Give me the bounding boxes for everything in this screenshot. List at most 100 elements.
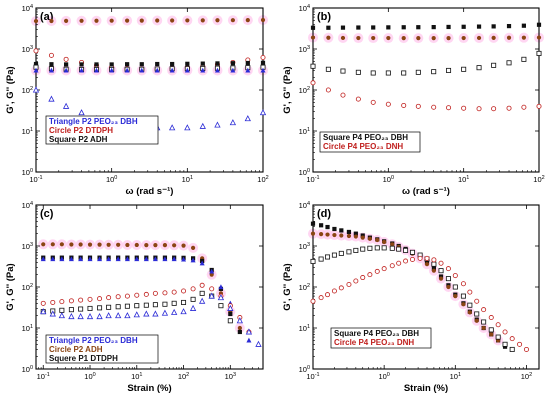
series-circle-filled [310, 35, 542, 41]
data-point [340, 25, 346, 30]
data-point [152, 290, 158, 296]
series-triangle-open [40, 292, 262, 347]
data-point [153, 243, 158, 248]
data-point [170, 61, 175, 67]
data-point [536, 50, 542, 56]
data-point [124, 312, 131, 319]
data-point [97, 296, 103, 302]
data-point [415, 103, 421, 109]
data-point [355, 69, 361, 75]
data-point [49, 310, 56, 317]
data-point [229, 119, 237, 126]
data-point [409, 249, 415, 255]
data-point [319, 223, 324, 228]
data-point [401, 70, 407, 76]
data-point [86, 313, 94, 320]
data-point [115, 294, 121, 300]
y-tick-label: 102 [22, 86, 33, 95]
data-point [143, 256, 149, 262]
data-point [431, 268, 436, 273]
data-point [181, 299, 187, 305]
data-point [134, 242, 139, 248]
data-point [228, 311, 233, 317]
data-point [143, 302, 149, 308]
data-point [381, 245, 387, 251]
data-point [48, 95, 55, 102]
data-point [506, 23, 512, 29]
data-point [356, 35, 361, 41]
data-point [386, 35, 391, 41]
data-point [431, 25, 436, 30]
data-point [340, 35, 346, 41]
y-tick-label: 100 [299, 168, 310, 177]
data-point [260, 67, 266, 73]
data-point [401, 25, 406, 30]
data-point [185, 18, 190, 23]
data-point [385, 70, 391, 76]
data-point [360, 235, 365, 240]
series-triangle-filled [33, 67, 266, 73]
data-point [467, 289, 473, 295]
data-point [481, 307, 487, 313]
data-point [185, 61, 190, 66]
data-point [218, 284, 224, 290]
data-point [227, 304, 234, 311]
legend-entry: Circle P2 DTDPH [49, 126, 113, 135]
data-point [78, 242, 83, 247]
data-point [208, 292, 215, 299]
data-point [199, 282, 205, 288]
legend-entry: Circle P2 ADH [49, 345, 103, 354]
data-point [171, 289, 177, 295]
data-point [460, 281, 466, 287]
data-point [452, 273, 458, 279]
series-circle-open [310, 255, 529, 352]
y-axis-label: G', G'' (Pa) [5, 263, 16, 310]
data-point [346, 229, 352, 235]
data-point [310, 258, 316, 264]
data-point [78, 109, 85, 116]
data-point [467, 310, 472, 315]
series-square-open [310, 245, 515, 352]
data-point [332, 232, 337, 238]
data-point [431, 69, 437, 75]
data-point [416, 25, 421, 30]
data-point [124, 256, 130, 262]
data-point [360, 275, 366, 281]
data-point [332, 226, 337, 232]
legend-entry: Square P4 PEO₂₃ DBH [323, 133, 408, 142]
data-point [180, 308, 187, 315]
data-point [64, 62, 69, 67]
data-point [171, 308, 178, 315]
data-point [162, 243, 168, 248]
data-point [353, 247, 359, 253]
data-point [162, 290, 168, 296]
data-point [181, 256, 187, 262]
data-point [370, 70, 376, 76]
data-point [199, 122, 206, 129]
data-point [199, 290, 205, 296]
data-point [230, 67, 236, 73]
y-axis-label: G', G'' (Pa) [282, 263, 293, 310]
legend-entry: Circle P4 PEO₂₃ DNH [334, 338, 414, 347]
data-point [79, 67, 85, 73]
panel-c: 10-1 100 101 102 103 100 101 102 103 104 Strain (%… [5, 201, 264, 394]
data-point [417, 255, 423, 261]
data-point [255, 340, 262, 347]
data-point [491, 106, 497, 112]
data-point [50, 242, 55, 247]
legend-entry: Square P2 ADH [49, 135, 108, 144]
data-point [106, 256, 112, 262]
data-point [33, 61, 39, 67]
series-square-filled [33, 60, 266, 67]
data-point [143, 310, 150, 317]
data-point [260, 17, 266, 23]
data-point [509, 336, 515, 342]
data-point [488, 315, 494, 321]
data-point [97, 305, 103, 311]
x-axis-label: ω (rad s⁻¹) [402, 186, 450, 197]
data-point [416, 36, 421, 41]
data-point [318, 256, 324, 262]
data-point [59, 256, 65, 262]
series-circle-filled [41, 242, 242, 331]
data-point [310, 80, 316, 86]
